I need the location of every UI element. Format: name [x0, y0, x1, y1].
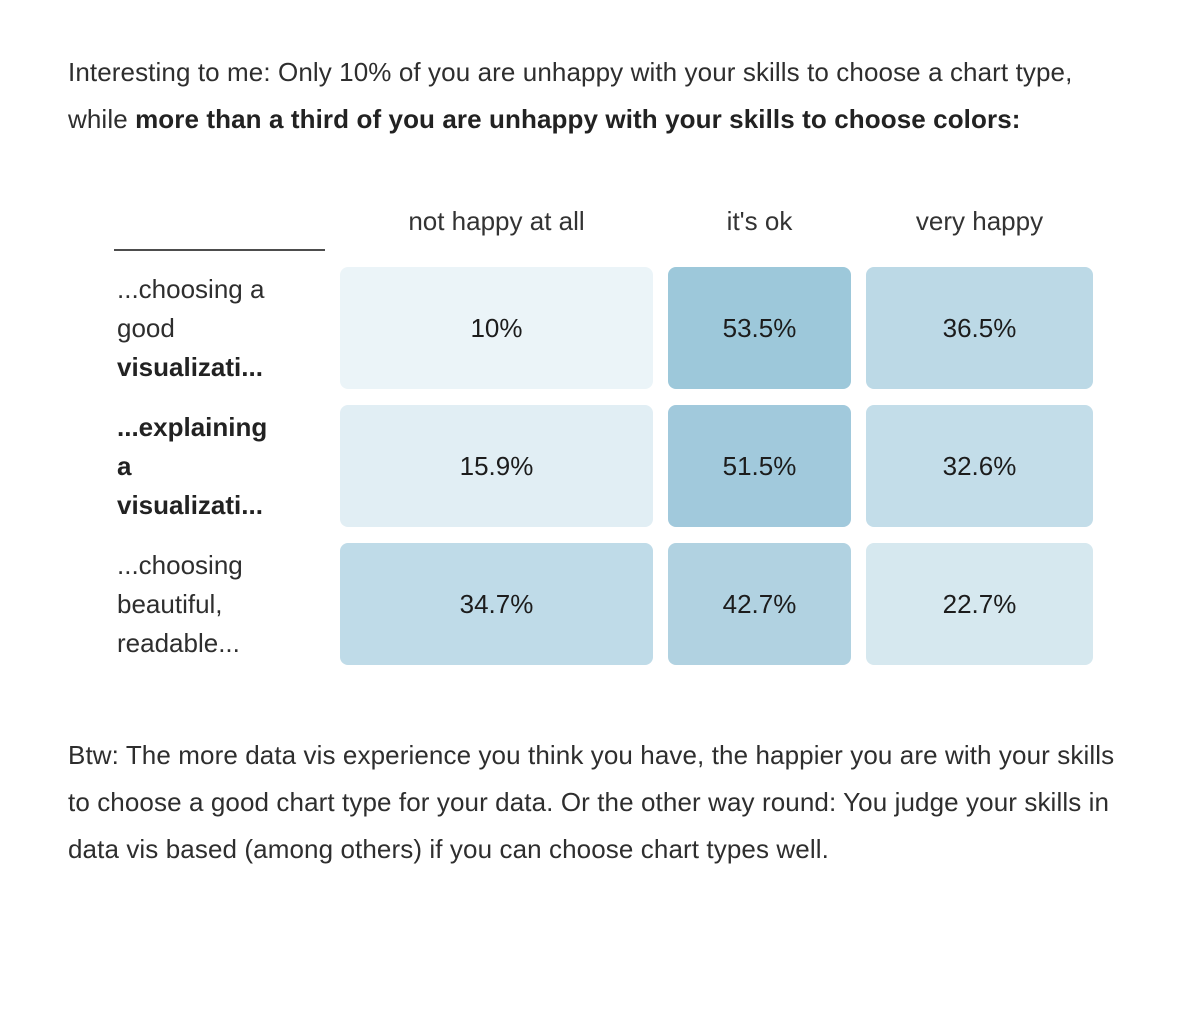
row-label-line: ...choosing a [117, 273, 265, 304]
col-header-its-ok: it's ok [726, 206, 793, 236]
heatmap-cell: 42.7% [668, 543, 851, 665]
intro-text-bold: more than a third of you are unhappy wit… [135, 104, 1021, 134]
heatmap-cell: 53.5% [668, 267, 851, 389]
row-label-line: beautiful, [117, 588, 223, 619]
intro-paragraph: Interesting to me: Only 10% of you are u… [0, 0, 1198, 143]
heatmap-cell: 15.9% [340, 405, 653, 527]
happiness-heatmap-table: not happy at all it's ok very happy ...c… [114, 202, 1200, 665]
row-label-line: ...choosing [117, 549, 243, 580]
row-label-line: readable... [117, 627, 240, 658]
outro-paragraph: Btw: The more data vis experience you th… [68, 740, 1115, 864]
heatmap-cell: 32.6% [866, 405, 1093, 527]
heatmap-cell: 10% [340, 267, 653, 389]
row-label-line: a [117, 450, 132, 481]
heatmap-cell: 36.5% [866, 267, 1093, 389]
intro-text-regular: Interesting to me: Only 10% of you are u… [68, 57, 1073, 134]
col-header-not-happy: not happy at all [408, 206, 585, 236]
row-label-explaining-visualization: ...explaining a visualizati... [117, 405, 325, 527]
header-rule [114, 202, 325, 251]
row-label-line: visualizati... [117, 351, 263, 382]
heatmap-cell: 51.5% [668, 405, 851, 527]
row-label-choosing-colors: ...choosing beautiful, readable... [117, 543, 325, 665]
row-label-line: good [117, 312, 175, 343]
row-label-choosing-visualization: ...choosing a good visualizati... [117, 267, 325, 389]
col-header-very-happy: very happy [915, 206, 1044, 236]
row-label-line: ...explaining [117, 411, 268, 442]
heatmap-cell: 34.7% [340, 543, 653, 665]
row-label-line: visualizati... [117, 489, 263, 520]
heatmap-cell: 22.7% [866, 543, 1093, 665]
